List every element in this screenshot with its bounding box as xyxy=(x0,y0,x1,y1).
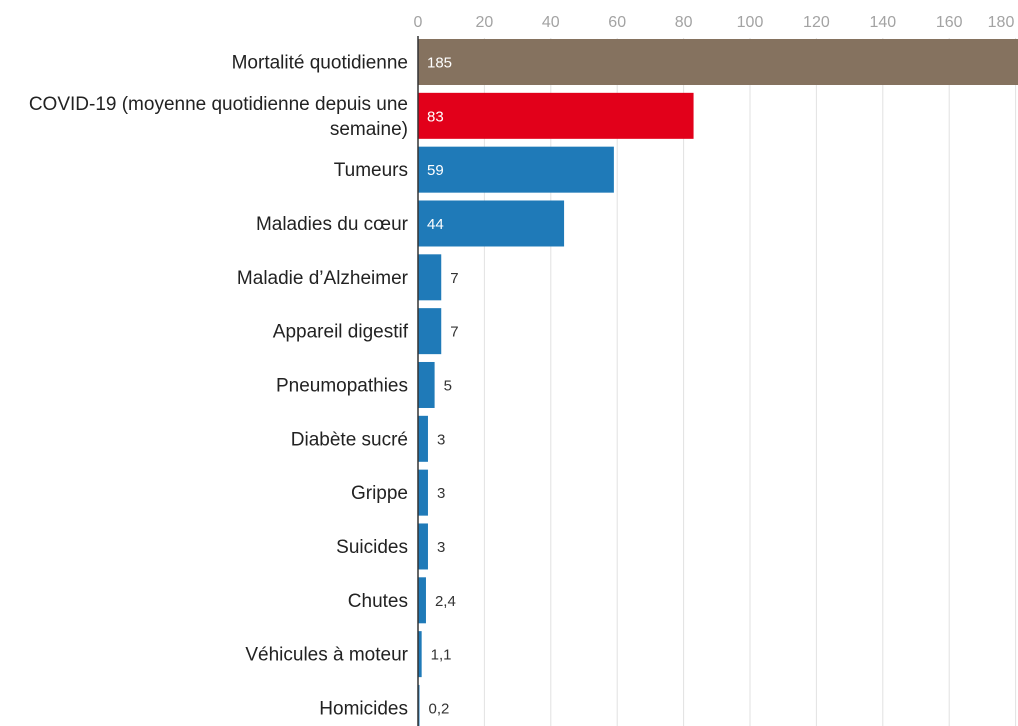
value-labels: 185 83 59 44 7 7 5 3 3 3 2,4 1,1 0,2 xyxy=(427,55,459,718)
x-tick-label: 80 xyxy=(675,14,693,31)
category-label: Grippe xyxy=(351,483,408,504)
x-tick-label: 120 xyxy=(803,14,830,31)
category-label: semaine) xyxy=(330,119,408,140)
bar xyxy=(418,308,442,355)
x-tick-label: 40 xyxy=(542,14,560,31)
category-label: Véhicules à moteur xyxy=(245,645,408,666)
value-label: 7 xyxy=(450,324,458,341)
category-label: Tumeurs xyxy=(334,160,408,181)
value-label: 185 xyxy=(427,55,452,72)
value-label: 3 xyxy=(437,485,445,502)
category-label: Chutes xyxy=(348,591,408,612)
bar xyxy=(418,200,565,247)
x-tick-label: 0 xyxy=(414,14,423,31)
category-label: COVID-19 (moyenne quotidienne depuis une xyxy=(29,94,408,115)
bar xyxy=(418,92,694,139)
category-label: Homicides xyxy=(319,698,408,719)
value-label: 3 xyxy=(437,431,445,448)
x-tick-label: 20 xyxy=(476,14,494,31)
category-label: Suicides xyxy=(336,537,408,558)
category-label: Diabète sucré xyxy=(291,429,408,450)
x-tick-label: 160 xyxy=(936,14,963,31)
value-label: 7 xyxy=(450,270,458,287)
x-tick-label: 60 xyxy=(608,14,626,31)
value-label: 2,4 xyxy=(435,593,456,610)
category-label: Appareil digestif xyxy=(273,322,409,343)
bar xyxy=(418,146,614,193)
bars xyxy=(418,39,1018,726)
category-label: Maladie d’Alzheimer xyxy=(237,268,409,289)
gridlines xyxy=(483,38,1017,726)
value-label: 3 xyxy=(437,539,445,556)
value-label: 83 xyxy=(427,108,444,125)
category-labels: Mortalité quotidienne COVID-19 (moyenne q… xyxy=(29,53,409,720)
category-label: Maladies du cœur xyxy=(256,214,409,235)
bar xyxy=(418,523,428,570)
bar xyxy=(418,577,426,624)
x-tick-label: 140 xyxy=(869,14,896,31)
category-label: Pneumopathies xyxy=(276,375,408,396)
value-label: 1,1 xyxy=(431,647,452,664)
x-axis-ticks: 0 20 40 60 80 100 120 140 160 180 xyxy=(414,14,1015,31)
bar xyxy=(418,415,428,462)
bar xyxy=(418,39,1018,85)
value-label: 5 xyxy=(444,377,452,394)
x-tick-label: 100 xyxy=(737,14,764,31)
category-label: Mortalité quotidienne xyxy=(232,53,408,74)
value-label: 59 xyxy=(427,162,444,179)
value-label: 44 xyxy=(427,216,444,233)
bar xyxy=(418,469,428,516)
bar xyxy=(418,631,422,678)
bar xyxy=(418,254,442,301)
value-label: 0,2 xyxy=(429,700,450,717)
x-tick-label: 180 xyxy=(988,14,1015,31)
bar xyxy=(418,361,435,408)
